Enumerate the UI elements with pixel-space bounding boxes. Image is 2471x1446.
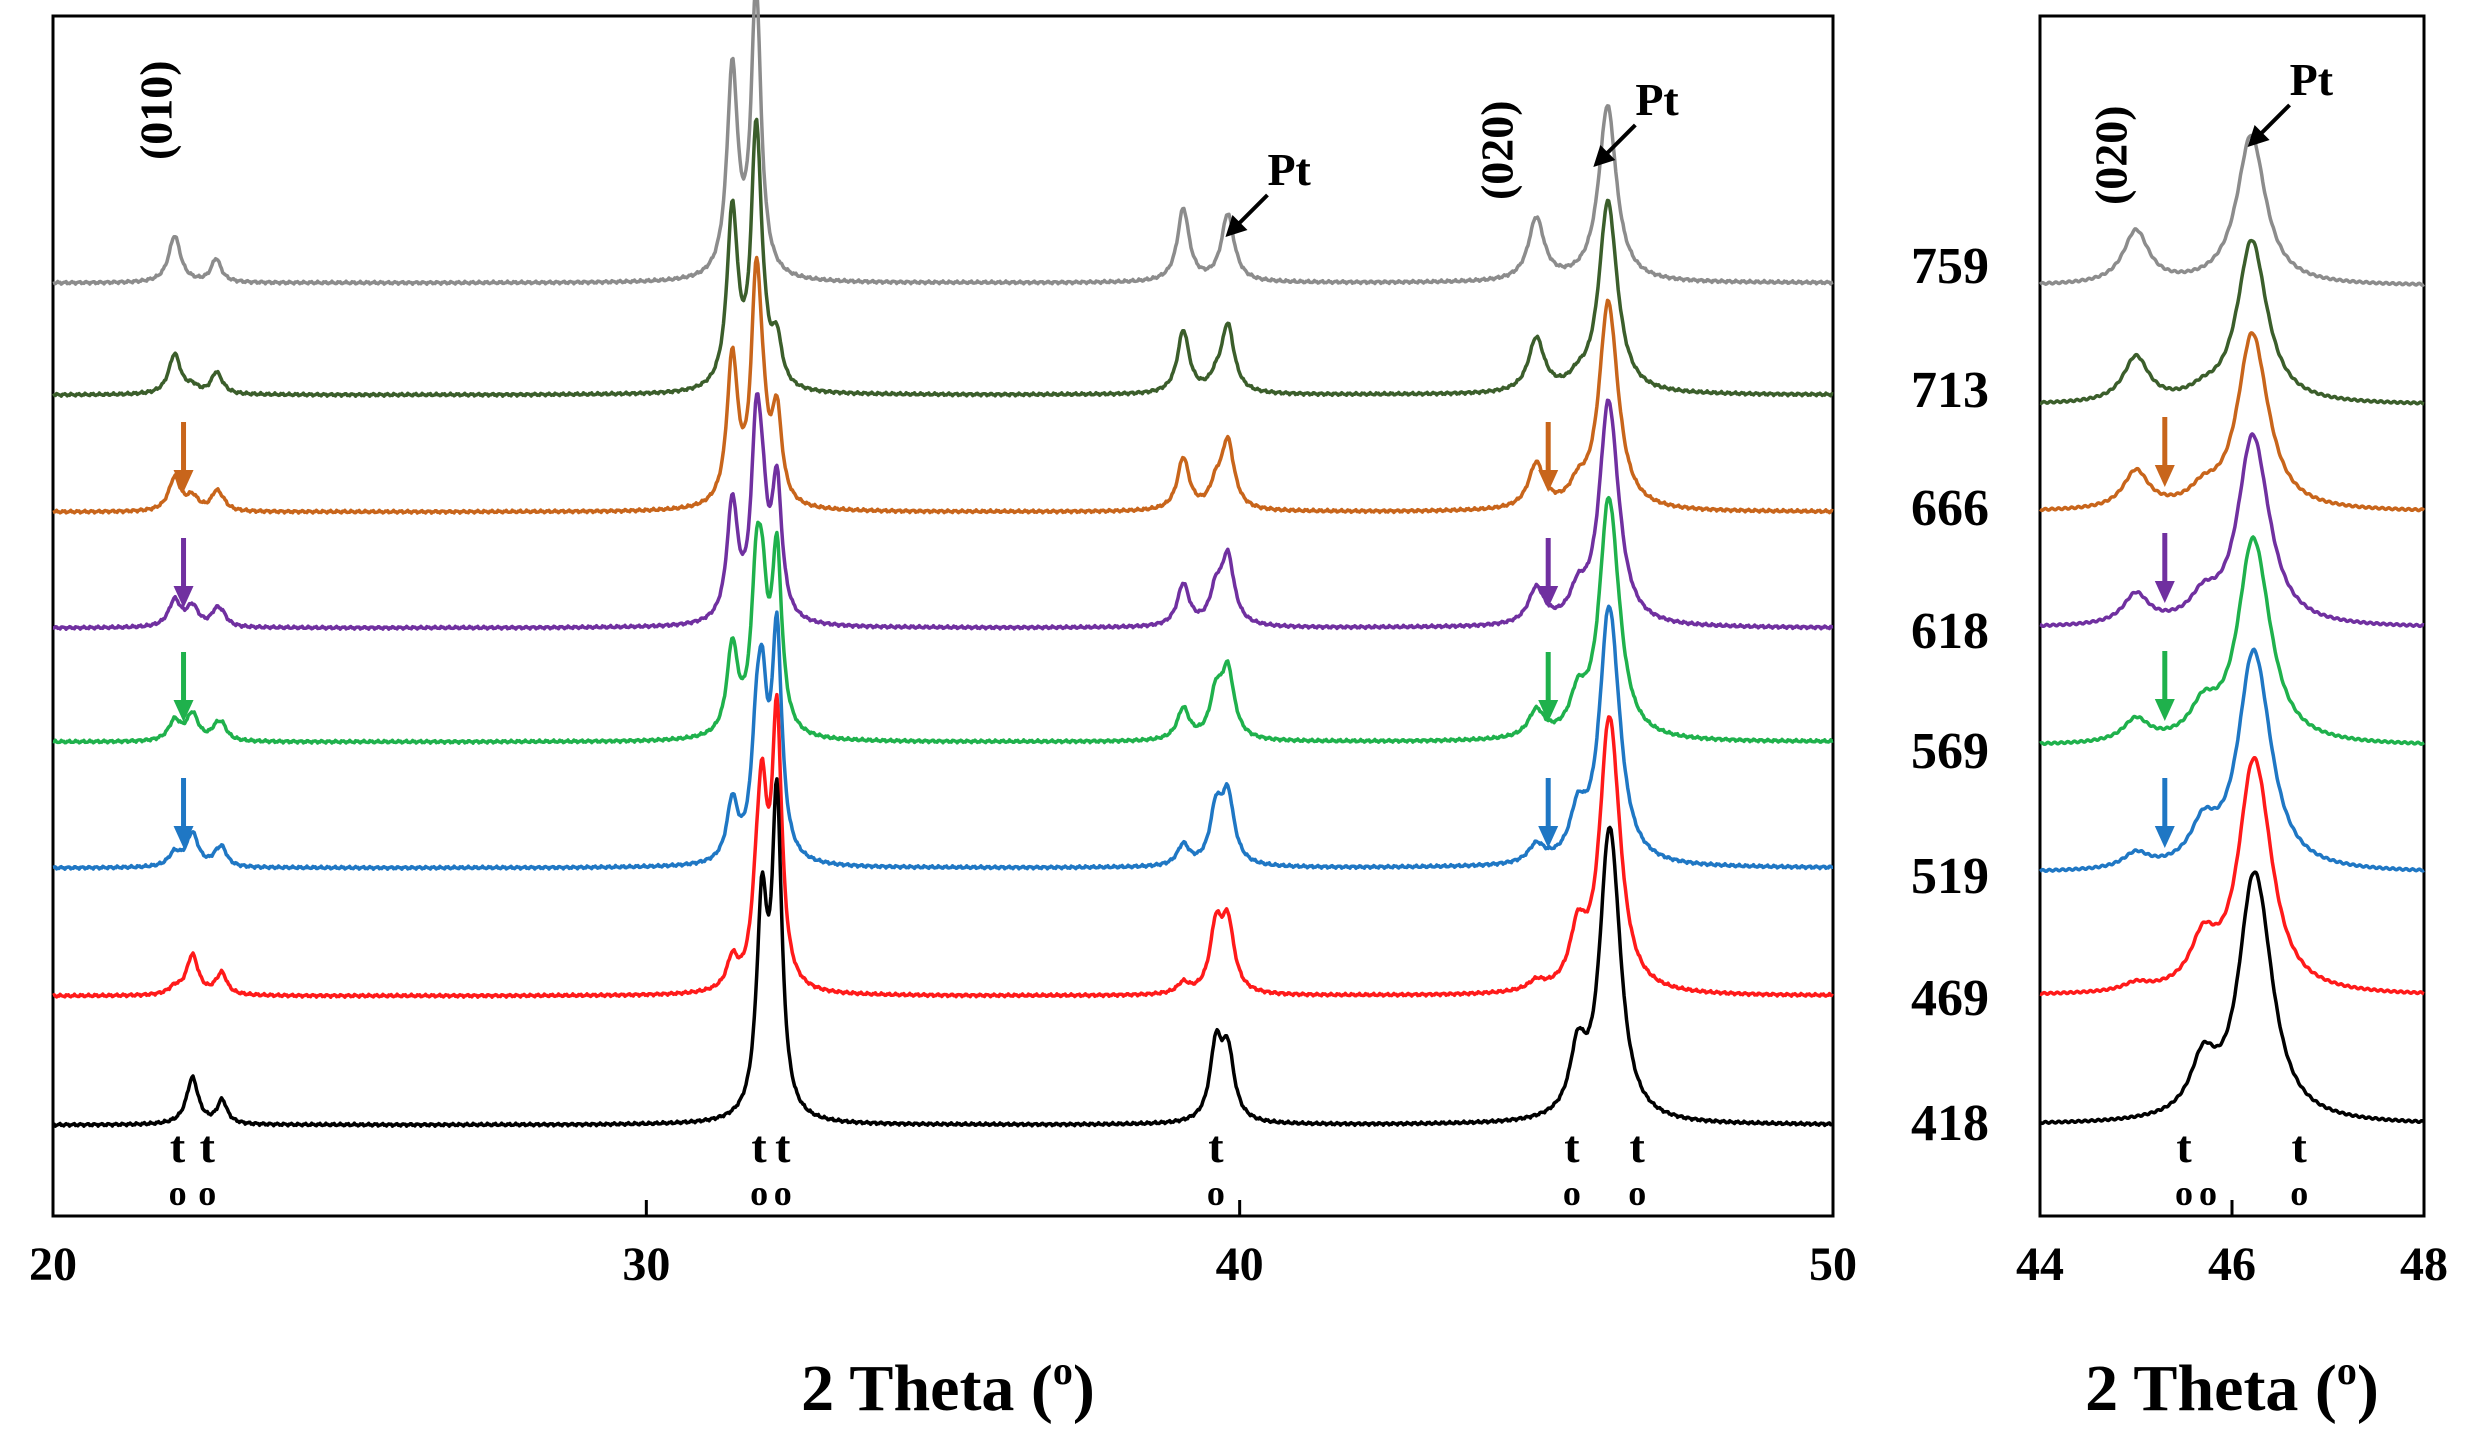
x-tick-label: 30 — [622, 1238, 670, 1291]
pt-arrow-head — [1593, 145, 1616, 167]
zoom-phase-mark-t: t — [2176, 1121, 2192, 1172]
main-plot-frame — [51, 14, 1835, 1218]
series-line-666 — [52, 255, 1834, 515]
series-label-519: 519 — [1911, 848, 1989, 905]
zoom-phase-arrow-head — [2154, 699, 2175, 721]
phase-arrow-head — [1538, 826, 1559, 848]
pt-arrow-head — [1225, 215, 1248, 237]
phase-mark-o: o — [750, 1173, 768, 1213]
phase-arrow-head — [1538, 700, 1559, 722]
zoom-phase-arrow-head — [2154, 826, 2175, 848]
phase-arrow-head — [1538, 586, 1559, 608]
zoom-series-line-469 — [2039, 755, 2425, 997]
zoom-pt-peak-label: Pt — [2290, 54, 2334, 105]
series-line-618 — [52, 392, 1834, 631]
series-label-618: 618 — [1911, 603, 1989, 660]
phase-mark-t: t — [1630, 1121, 1646, 1172]
peak-label-rotated: (010) — [131, 60, 182, 160]
zoom-series-line-418 — [2038, 870, 2426, 1126]
phase-mark-o: o — [774, 1173, 792, 1213]
zoom-x-axis-title: 2 Theta (o) — [2085, 1348, 2379, 1425]
series-line-418 — [52, 777, 1835, 1128]
series-line-569 — [52, 495, 1834, 745]
zoom-phase-arrow-head — [2154, 581, 2175, 603]
zoom-x-tick-label: 46 — [2208, 1238, 2256, 1291]
series-label-469: 469 — [1911, 970, 1989, 1027]
zoom-phase-arrow-head — [2154, 465, 2175, 487]
series-line-469 — [52, 692, 1834, 999]
series-label-418: 418 — [1911, 1095, 1989, 1152]
phase-mark-t: t — [751, 1121, 767, 1172]
series-line-713 — [51, 117, 1834, 398]
phase-mark-t: t — [1208, 1121, 1224, 1172]
zoom-x-tick-label: 44 — [2016, 1238, 2064, 1291]
series-label-713: 713 — [1911, 362, 1989, 419]
zoom-series-line-759 — [2038, 133, 2426, 287]
phase-mark-o: o — [1207, 1173, 1225, 1213]
zoom-x-tick-label: 48 — [2400, 1238, 2448, 1291]
phase-arrow-head — [173, 826, 194, 848]
zoom-series-line-713 — [2039, 238, 2425, 406]
zoom-phase-mark-o: o — [2290, 1173, 2308, 1213]
main-curves — [51, 0, 1835, 1128]
phase-mark-o: o — [169, 1173, 187, 1213]
phase-mark-t: t — [170, 1121, 186, 1172]
phase-mark-o: o — [198, 1173, 216, 1213]
zoom-series-line-569 — [2039, 535, 2425, 747]
zoom-series-line-666 — [2038, 331, 2426, 513]
zoom-peak-label-rotated: (020) — [2085, 105, 2136, 205]
zoom-series-line-618 — [2039, 432, 2425, 629]
phase-mark-t: t — [200, 1121, 216, 1172]
zoom-curves — [2038, 133, 2426, 1126]
peak-label-rotated: (020) — [1472, 100, 1523, 200]
phase-arrow-head — [1538, 470, 1559, 492]
axes: 20 30 40 50 44 46 48 2 Theta (o) 2 Theta (o) — [29, 1200, 2448, 1425]
pt-peak-label: Pt — [1267, 144, 1311, 195]
series-label-569: 569 — [1911, 723, 1989, 780]
phase-arrow-head — [173, 470, 194, 492]
zoom-phase-mark-o: o — [2175, 1173, 2193, 1213]
zoom-pt-arrow-head — [2247, 125, 2270, 147]
phase-mark-t: t — [1564, 1121, 1580, 1172]
zoom-phase-mark-t: t — [2292, 1121, 2308, 1172]
series-label-666: 666 — [1911, 480, 1989, 537]
phase-mark-t: t — [775, 1121, 791, 1172]
phase-mark-o: o — [1563, 1173, 1581, 1213]
phase-arrow-head — [173, 700, 194, 722]
x-axis-title: 2 Theta (o) — [801, 1348, 1095, 1425]
x-tick-label: 40 — [1216, 1238, 1264, 1291]
series-line-759 — [52, 0, 1834, 286]
x-tick-label: 20 — [29, 1238, 77, 1291]
x-tick-label: 50 — [1809, 1238, 1857, 1291]
zoom-series-line-519 — [2038, 647, 2425, 874]
series-line-519 — [52, 604, 1834, 871]
phase-mark-o: o — [1628, 1173, 1646, 1213]
pt-peak-label: Pt — [1635, 74, 1679, 125]
series-label-759: 759 — [1911, 238, 1989, 295]
annotations: 759 713 666 618 569 519 469 418 (010) (020) Pt Pt (0… — [131, 54, 2334, 1213]
zoom-phase-mark-o: o — [2199, 1173, 2217, 1213]
phase-arrow-head — [173, 586, 194, 608]
